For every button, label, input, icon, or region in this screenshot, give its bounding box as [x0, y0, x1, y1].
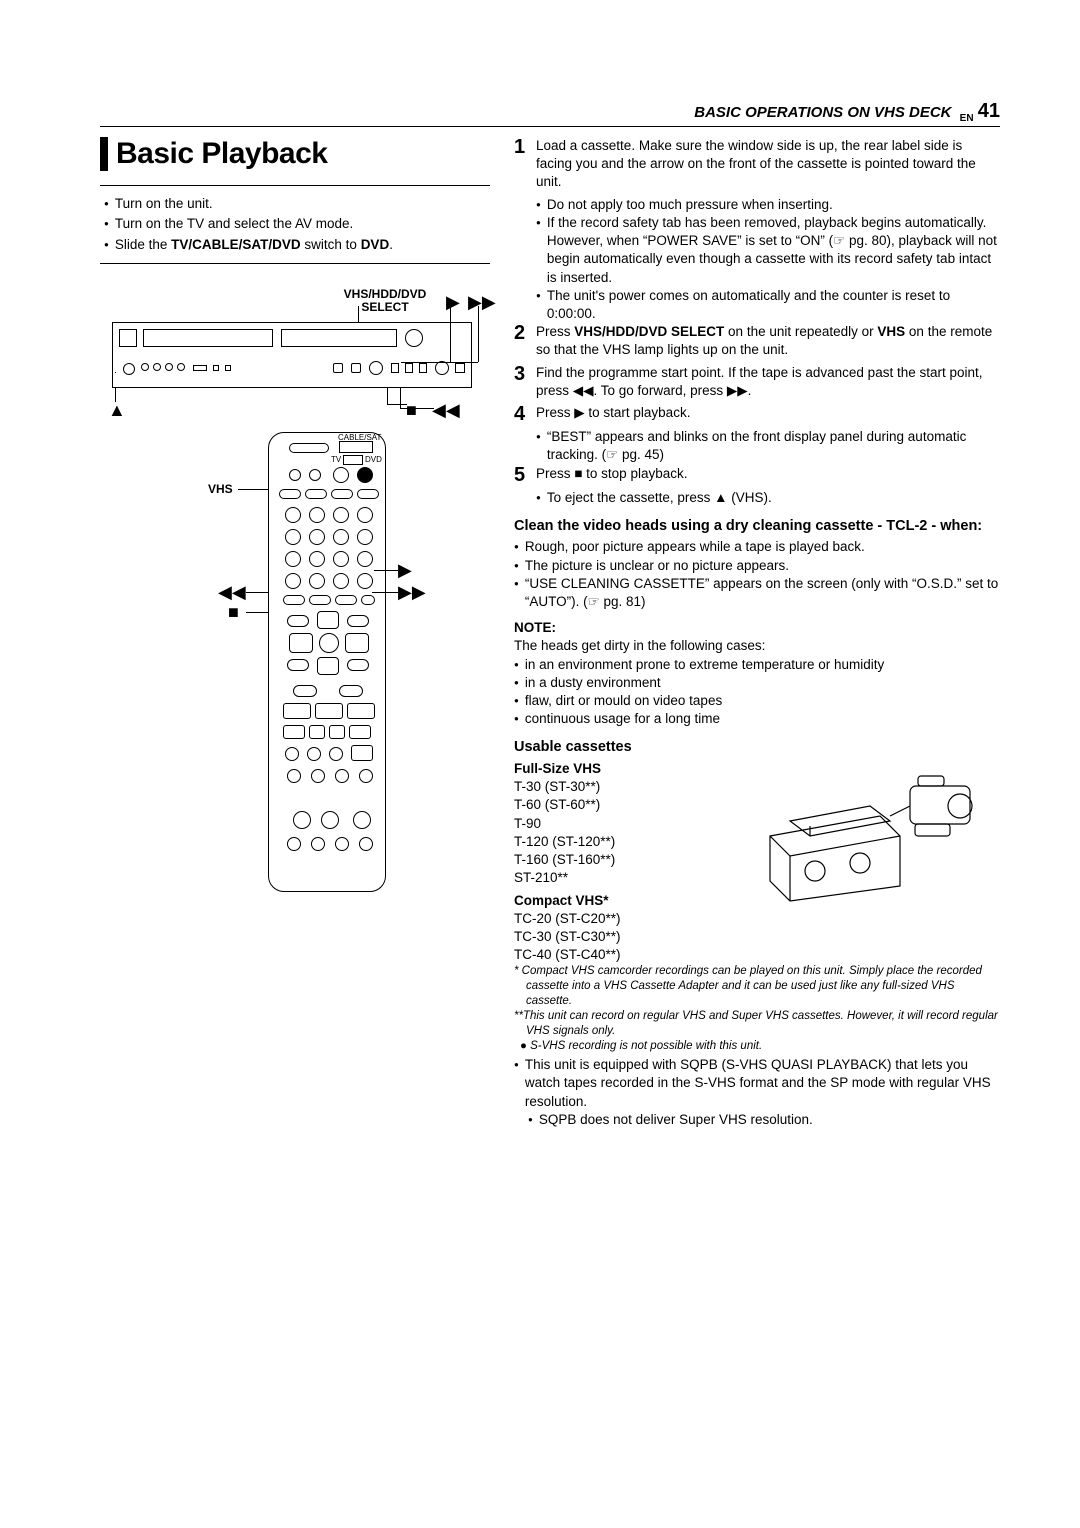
- step-4: 4 Press ▶ to start playback.: [514, 404, 1000, 424]
- cassettes-heading: Usable cassettes: [514, 738, 1000, 758]
- header-section: BASIC OPERATIONS ON VHS DECK: [694, 104, 951, 121]
- remote-control: CABLE/SAT TV DVD: [268, 432, 386, 892]
- step-5: 5 Press ■ to stop playback.: [514, 465, 1000, 485]
- rew-icon: ◀◀: [432, 400, 460, 421]
- compact-vhs-2: TC-40 (ST-C40**): [514, 946, 1000, 964]
- clean-bullet-2: The picture is unclear or no picture app…: [514, 557, 1000, 575]
- header-page: 41: [978, 100, 1000, 122]
- step-1: 1 Load a cassette. Make sure the window …: [514, 137, 1000, 192]
- compact-vhs-1: TC-30 (ST-C30**): [514, 928, 1000, 946]
- step-1-bullet-2: If the record safety tab has been remove…: [536, 214, 1000, 287]
- device-diagram: VHS/HDD/DVD SELECT ▶ ▶▶: [100, 292, 480, 922]
- page-title: Basic Playback: [116, 137, 327, 171]
- setup-line-1: Turn on the unit.: [104, 194, 486, 214]
- select-label: VHS/HDD/DVD SELECT: [330, 288, 440, 314]
- compact-vhs-0: TC-20 (ST-C20**): [514, 910, 1000, 928]
- setup-box: Turn on the unit. Turn on the TV and sel…: [100, 185, 490, 264]
- eject-icon: ▲: [108, 400, 126, 421]
- footnote-2: **This unit can record on regular VHS an…: [526, 1009, 1000, 1039]
- step-5-bullet-1: To eject the cassette, press ▲ (VHS).: [536, 489, 1000, 507]
- stop-icon: ■: [406, 400, 417, 421]
- clean-bullet-1: Rough, poor picture appears while a tape…: [514, 538, 1000, 556]
- ff-icon: ▶▶: [468, 292, 496, 313]
- footnote-3: ● S-VHS recording is not possible with t…: [532, 1039, 1000, 1054]
- note-bullet-2: in a dusty environment: [514, 674, 1000, 692]
- note-bullet-3: flaw, dirt or mould on video tapes: [514, 692, 1000, 710]
- note-heading: NOTE:: [514, 619, 1000, 637]
- step-2: 2 Press VHS/HDD/DVD SELECT on the unit r…: [514, 323, 1000, 359]
- remote-stop-icon: ■: [228, 602, 239, 623]
- remote-ff-icon: ▶▶: [398, 582, 426, 603]
- note-bullet-1: in an environment prone to extreme tempe…: [514, 656, 1000, 674]
- vhs-callout-label: VHS: [208, 482, 233, 496]
- sqpb-sub-bullet: SQPB does not deliver Super VHS resoluti…: [528, 1111, 1000, 1129]
- setup-line-3: Slide the TV/CABLE/SAT/DVD switch to DVD…: [104, 235, 486, 255]
- step-1-bullet-1: Do not apply too much pressure when inse…: [536, 196, 1000, 214]
- step-1-bullet-3: The unit's power comes on automatically …: [536, 287, 1000, 323]
- header-lang: EN: [960, 113, 974, 124]
- footnote-1: * Compact VHS camcorder recordings can b…: [526, 964, 1000, 1009]
- left-column: Basic Playback Turn on the unit. Turn on…: [100, 137, 490, 1129]
- note-intro: The heads get dirty in the following cas…: [514, 637, 1000, 655]
- note-bullet-4: continuous usage for a long time: [514, 710, 1000, 728]
- sqpb-bullet: This unit is equipped with SQPB (S-VHS Q…: [514, 1056, 1000, 1111]
- right-column: 1 Load a cassette. Make sure the window …: [514, 137, 1000, 1129]
- title-block: Basic Playback: [100, 137, 490, 171]
- remote-rew-icon: ◀◀: [218, 582, 246, 603]
- play-icon: ▶: [446, 292, 460, 313]
- clean-bullet-3: “USE CLEANING CASSETTE” appears on the s…: [514, 575, 1000, 611]
- clean-heading: Clean the video heads using a dry cleani…: [514, 517, 1000, 537]
- remote-play-icon: ▶: [398, 560, 412, 581]
- step-4-bullet-1: “BEST” appears and blinks on the front d…: [536, 428, 1000, 464]
- setup-line-2: Turn on the TV and select the AV mode.: [104, 214, 486, 234]
- cassette-illustration: [760, 766, 990, 906]
- title-bar: [100, 137, 108, 171]
- deck-unit: [112, 322, 472, 388]
- page-header: BASIC OPERATIONS ON VHS DECK EN 41: [100, 100, 1000, 127]
- step-3: 3 Find the programme start point. If the…: [514, 364, 1000, 400]
